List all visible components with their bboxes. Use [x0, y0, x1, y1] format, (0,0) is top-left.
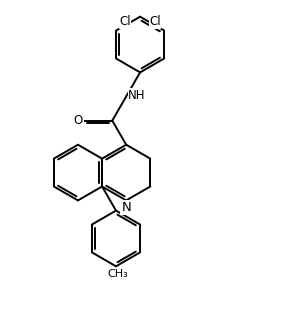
Text: Cl: Cl	[119, 15, 131, 28]
Text: O: O	[74, 114, 83, 127]
Text: NH: NH	[128, 89, 146, 102]
Text: N: N	[121, 201, 131, 214]
Text: Cl: Cl	[149, 15, 161, 28]
Text: CH₃: CH₃	[107, 269, 128, 279]
